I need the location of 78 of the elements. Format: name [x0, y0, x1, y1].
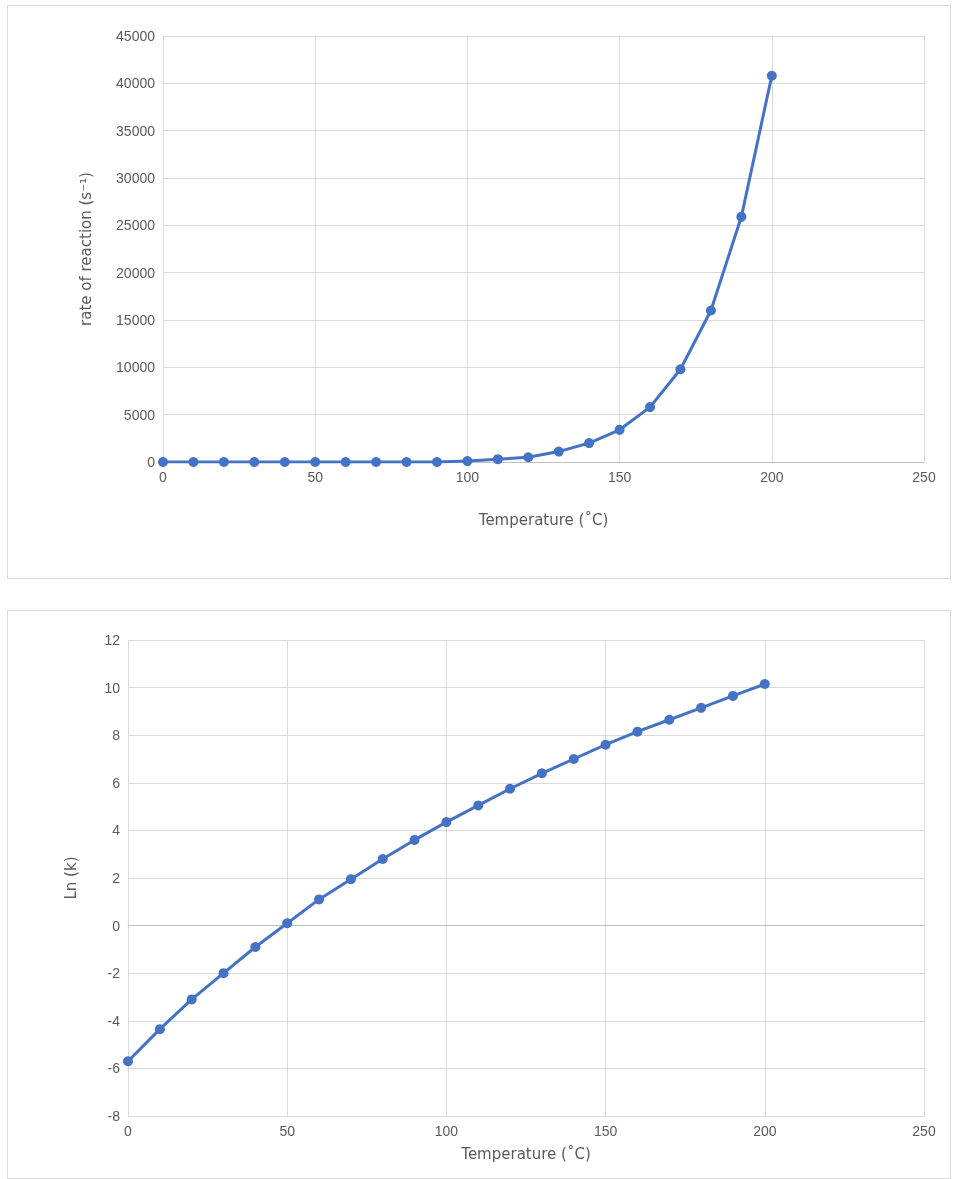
point — [505, 783, 516, 794]
x-tick-label: 250 — [912, 469, 936, 485]
point — [600, 739, 611, 750]
point — [154, 1024, 165, 1035]
point — [377, 853, 388, 864]
y-tick-label: 40000 — [116, 75, 156, 92]
x-tick-label: 200 — [760, 469, 784, 485]
y-tick-label: 30000 — [116, 170, 156, 186]
point — [441, 817, 452, 828]
point — [675, 364, 686, 375]
point — [409, 834, 420, 845]
point — [340, 457, 351, 467]
point — [584, 438, 595, 449]
point — [759, 679, 770, 690]
y-tick-label: 4 — [112, 822, 121, 839]
x-tick-label: 100 — [455, 469, 480, 485]
point — [123, 1056, 133, 1067]
point — [250, 942, 261, 953]
x-tick-label: 200 — [753, 1123, 777, 1139]
x-tick-label: 50 — [279, 1123, 296, 1139]
x-tick-label: 150 — [607, 469, 632, 485]
point — [632, 726, 643, 737]
point — [401, 457, 412, 467]
point — [523, 452, 534, 463]
point — [696, 702, 707, 713]
point — [727, 690, 738, 701]
y-tick-label: 20000 — [116, 264, 156, 281]
point — [158, 457, 168, 467]
y-tick-label: 25000 — [116, 217, 156, 234]
point — [218, 968, 229, 979]
y-tick-label: -8 — [107, 1108, 121, 1124]
point — [462, 456, 473, 467]
point — [473, 800, 484, 811]
y-tick-label: 6 — [112, 774, 121, 791]
y-tick-label: 2 — [112, 870, 121, 886]
point — [249, 457, 260, 467]
y-axis-title: rate of reaction (s⁻¹) — [76, 172, 95, 326]
point — [282, 918, 293, 929]
point — [188, 457, 199, 467]
point — [310, 457, 321, 467]
point — [279, 457, 290, 467]
point — [345, 874, 356, 885]
y-tick-label: 10000 — [116, 359, 156, 376]
x-tick-label: 150 — [593, 1123, 618, 1139]
point — [553, 446, 564, 457]
y-tick-label: 45000 — [116, 28, 156, 44]
y-tick-label: -6 — [107, 1060, 121, 1077]
y-tick-label: -2 — [107, 965, 121, 982]
point — [705, 305, 716, 316]
x-axis-title: Temperature (˚C) — [477, 510, 609, 529]
x-tick-label: 250 — [912, 1123, 936, 1139]
y-tick-label: 15000 — [116, 312, 156, 328]
point — [431, 457, 442, 467]
y-tick-label: 0 — [147, 454, 156, 470]
point — [568, 754, 579, 764]
x-tick-label: 0 — [159, 469, 168, 485]
point — [218, 457, 229, 467]
point — [736, 211, 747, 222]
y-tick-label: -4 — [107, 1012, 121, 1029]
point — [645, 402, 656, 413]
x-axis-title: Temperature (˚C) — [460, 1144, 591, 1163]
point — [492, 454, 503, 465]
point — [371, 457, 382, 467]
point — [186, 994, 197, 1005]
point — [614, 424, 625, 435]
y-tick-label: 8 — [112, 727, 121, 744]
point — [314, 894, 325, 905]
y-axis-title: Ln (k) — [61, 856, 80, 900]
y-tick-label: 35000 — [116, 122, 156, 139]
point — [766, 70, 777, 81]
x-tick-label: 50 — [307, 469, 324, 485]
x-tick-label: 100 — [434, 1123, 459, 1139]
y-tick-label: 12 — [104, 632, 121, 648]
point — [664, 714, 675, 725]
y-tick-label: 5000 — [123, 406, 156, 423]
y-tick-label: 0 — [112, 917, 121, 934]
y-tick-label: 10 — [104, 679, 121, 696]
point — [536, 768, 547, 779]
